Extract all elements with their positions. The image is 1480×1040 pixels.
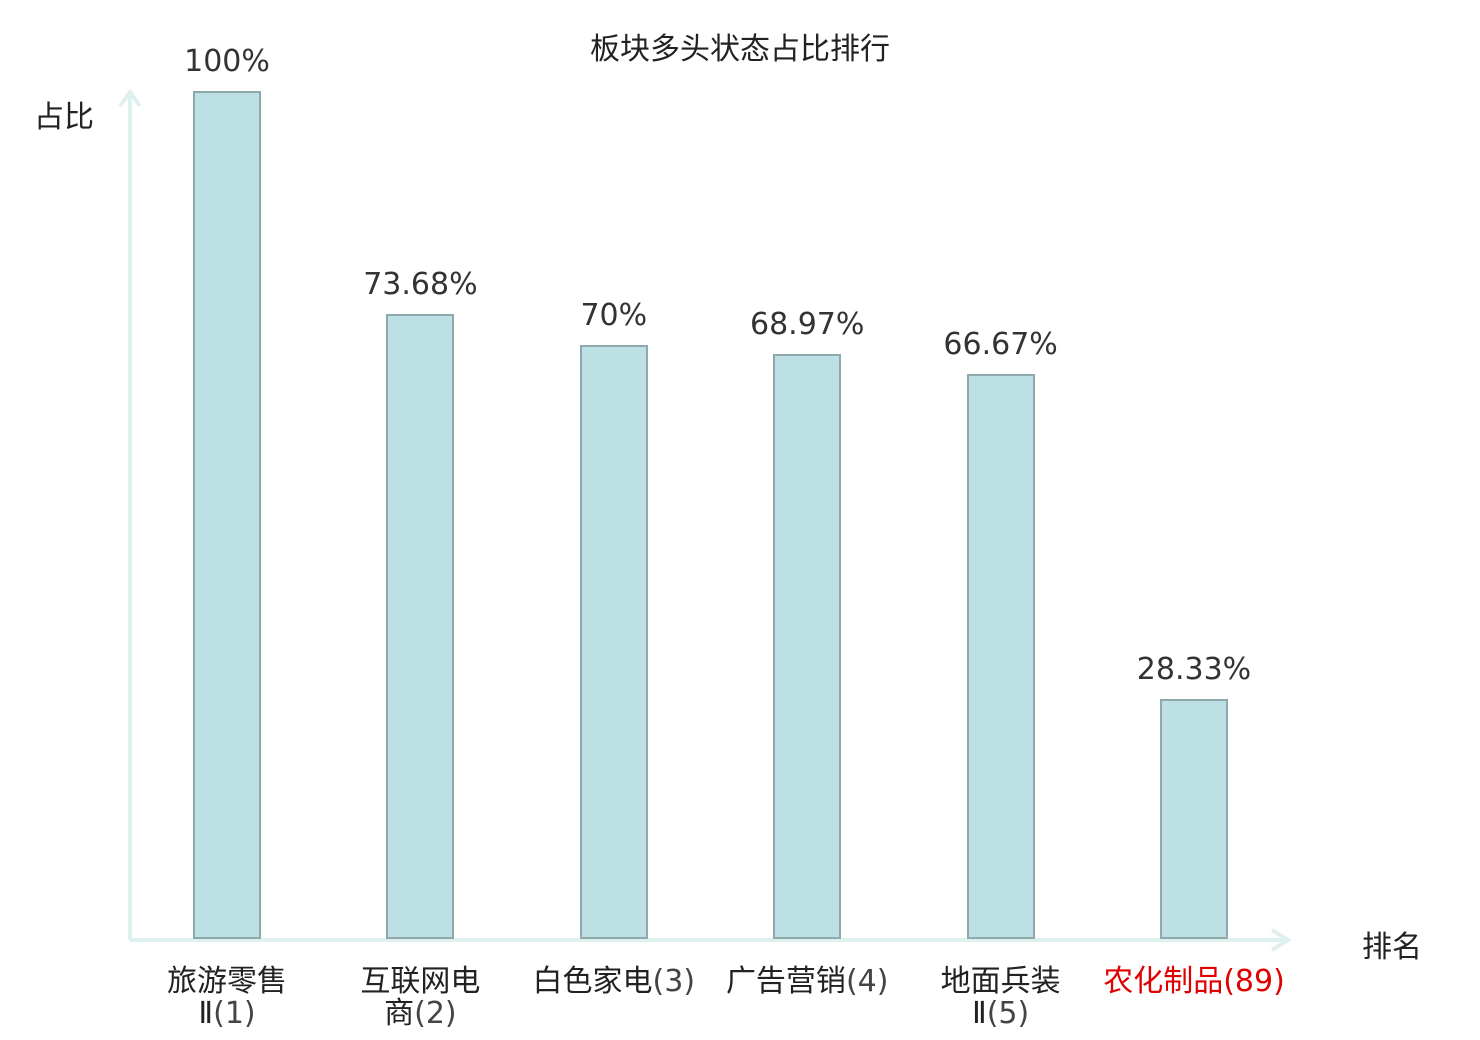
category-rank: (3) <box>652 964 696 999</box>
bar <box>773 354 842 939</box>
category-rank: (2) <box>414 996 457 1031</box>
category-label: 广告营销(4) <box>712 966 902 998</box>
bar-value-label: 28.33% <box>1136 651 1252 687</box>
bar <box>193 91 261 939</box>
category-name-cont: Ⅱ <box>198 996 214 1031</box>
category-name: 旅游零售 <box>167 964 287 999</box>
category-label: 地面兵装 Ⅱ(5) <box>906 966 1096 1030</box>
category-name: 互联网电 <box>360 964 481 999</box>
category-name: 地面兵装 <box>940 964 1061 999</box>
category-label: 白色家电(3) <box>519 966 709 998</box>
category-rank: (1) <box>213 996 256 1031</box>
category-name: 农化制品 <box>1103 964 1224 999</box>
category-name-cont: Ⅱ <box>971 996 987 1031</box>
category-label: 农化制品(89) <box>1099 966 1289 998</box>
bar-value-label: 70% <box>580 298 648 334</box>
y-axis-arrow-icon <box>118 88 142 108</box>
category-name: 白色家电 <box>532 964 653 999</box>
bar <box>1160 698 1228 939</box>
y-axis-label: 占比 <box>34 100 94 135</box>
bar <box>579 345 648 939</box>
category-rank: (89) <box>1223 964 1285 999</box>
category-rank: (4) <box>845 964 889 999</box>
category-label: 互联网电 商(2) <box>325 966 515 1030</box>
bar <box>966 373 1035 939</box>
category-name: 广告营销 <box>725 964 846 999</box>
x-axis-arrow-icon <box>1270 928 1292 952</box>
bar-value-label: 73.68% <box>363 267 478 303</box>
bar-value-label: 100% <box>184 44 270 79</box>
category-rank: (5) <box>986 996 1030 1031</box>
bar <box>386 314 455 939</box>
category-name-cont: 商 <box>384 996 415 1031</box>
category-label: 旅游零售 Ⅱ(1) <box>132 966 322 1030</box>
chart-title: 板块多头状态占比排行 <box>590 32 890 67</box>
bar-value-label: 66.67% <box>943 326 1058 362</box>
x-axis-label: 排名 <box>1362 930 1422 965</box>
bar-value-label: 68.97% <box>749 307 865 343</box>
